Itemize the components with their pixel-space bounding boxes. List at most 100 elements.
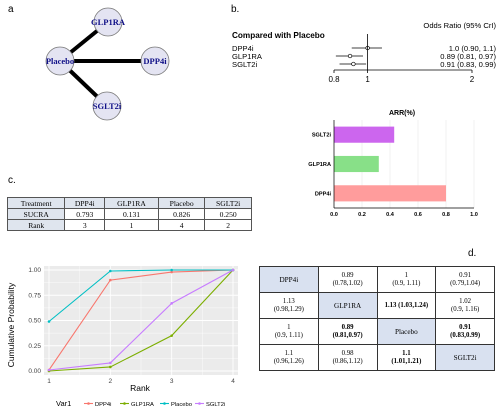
league-cell-estimate: DPP4i [279, 275, 299, 284]
league-cell-interval: (0.86,1.12) [332, 357, 363, 365]
sucra-cell: 0.250 [204, 208, 252, 220]
league-cell: 1 (0.9, 1.11) [376, 266, 437, 293]
sucra-header-cell: SGLT2i [204, 197, 252, 209]
league-cell-interval: (0.9, 1.11) [274, 331, 303, 339]
league-cell: 1.1 (1.01,1.21) [376, 344, 437, 371]
node-label-glp1ra: GLP1RA [91, 17, 126, 27]
league-row: 1.13 (0.98,1.29) GLP1RA 1.13 (1.03,1.24) 1.0… [259, 292, 495, 319]
arr-bar [334, 155, 379, 173]
league-cell-estimate: 1.13 [282, 297, 295, 305]
panel-label-a: a [8, 4, 14, 15]
league-cell-interval: (0.78,1.02) [332, 279, 363, 287]
sucra-cell: 0.131 [104, 208, 159, 220]
forest-header-right: Odds Ratio (95% CrI) [423, 21, 496, 30]
rank-cell: 3 [64, 219, 106, 231]
league-diagonal-cell: GLP1RA [317, 292, 378, 319]
forest-row-label: GLP1RA [232, 52, 263, 61]
league-cell-estimate: 1 [287, 323, 291, 331]
arr-bar [334, 185, 446, 202]
sucra-row-label: SUCRA [6, 208, 66, 220]
forest-tick-label: 0.8 [328, 75, 340, 84]
league-cell-interval: (1.01,1.21) [391, 357, 422, 365]
forest-tick-label: 1 [365, 75, 370, 84]
sucra-header-row: Treatment DPP4i GLP1RA Placebo SGLT2i [6, 197, 252, 209]
rank-xtick-label: 1 [47, 378, 51, 385]
rank-point [109, 278, 112, 282]
league-row: 1 (0.9, 1.11) 0.89 (0.81,0.97) Placebo 0.91 (0… [259, 318, 495, 345]
rank-xtick-label: 3 [170, 378, 174, 385]
arr-tick-label: 0.6 [414, 212, 422, 218]
league-cell-interval: (0.96,1.26) [273, 357, 304, 365]
forest-point [347, 53, 353, 59]
league-cell-estimate: 1.1 [402, 349, 411, 357]
rank-series-line [48, 269, 234, 371]
league-cell: 1.02 (0.9, 1.16) [435, 292, 495, 319]
arr-category-label: SGLT2i [312, 133, 332, 139]
rank-ytick-label: 0.50 [28, 318, 41, 325]
arr-bar [334, 126, 395, 143]
rank-point [47, 368, 51, 372]
forest-tick-label: 2 [470, 75, 475, 84]
rank-cell: 4 [157, 219, 206, 231]
node-dpp4i: DPP4i [140, 46, 170, 76]
panel-label-b: b. [231, 4, 240, 15]
rank-legend-label: GLP1RA [131, 402, 154, 408]
arr-tick-label: 0.0 [330, 212, 338, 218]
rank-cell: 2 [204, 219, 252, 231]
rank-legend: Var1 DPP4i GLP1RA Placebo SGLT2i [56, 399, 225, 408]
league-cell-estimate: GLP1RA [334, 301, 362, 310]
network-diagram: GLP1RA Placebo DPP4i SGLT2i [45, 7, 170, 121]
league-table: DPP4i 0.89 (0.78,1.02) 1 (0.9, 1.11) 0.91 (0.7… [259, 266, 495, 371]
league-cell-estimate: 0.91 [459, 271, 472, 279]
rank-row-label: Rank [6, 219, 66, 231]
node-glp1ra: GLP1RA [91, 7, 126, 37]
league-cell: 1.13 (1.03,1.24) [376, 292, 437, 319]
league-cell: 1 (0.9, 1.11) [259, 318, 319, 345]
forest-header-left: Compared with Placebo [232, 31, 325, 40]
arr-tick-label: 0.8 [442, 212, 450, 218]
sucra-header-cell: Treatment [6, 197, 66, 209]
node-sglt2i: SGLT2i [92, 91, 122, 121]
forest-row-label: SGLT2i [232, 60, 257, 69]
sucra-row: Rank 3 1 4 2 [6, 219, 252, 231]
league-cell: 0.91 (0.83,0.99) [435, 318, 495, 345]
league-cell-interval: (0.98,1.29) [273, 305, 304, 313]
node-label-sglt2i: SGLT2i [93, 101, 122, 111]
league-cell-estimate: 0.91 [459, 323, 472, 331]
sucra-row: SUCRA 0.793 0.131 0.826 0.250 [6, 208, 252, 220]
rank-xtick-label: 4 [231, 378, 235, 385]
rank-point [47, 320, 51, 323]
rank-legend-label: SGLT2i [206, 402, 225, 408]
league-diagonal-cell: Placebo [376, 318, 437, 345]
forest-plot: Compared with Placebo Odds Ratio (95% Cr… [232, 21, 496, 84]
rank-point [231, 268, 235, 272]
rank-point [170, 270, 173, 274]
league-cell-estimate: 1.13 (1.03,1.24) [384, 301, 429, 309]
forest-row-value: 0.89 (0.81, 0.97) [440, 52, 496, 61]
league-cell-interval: (0.9, 1.11) [392, 279, 421, 287]
arr-category-label: DPP4i [315, 191, 332, 197]
league-cell-estimate: 0.89 [341, 271, 354, 279]
rank-point [109, 361, 112, 365]
arr-category-label: GLP1RA [308, 162, 331, 168]
league-cell: 0.89 (0.81,0.97) [317, 318, 378, 345]
league-cell: 0.98 (0.86,1.12) [317, 344, 378, 371]
rank-ytick-label: 0.00 [28, 368, 41, 375]
league-cell-estimate: SGLT2i [453, 353, 477, 362]
league-cell-interval: (0.83,0.99) [450, 331, 481, 339]
forest-point [351, 61, 356, 67]
league-cell-estimate: 1 [404, 271, 409, 279]
league-row: DPP4i 0.89 (0.78,1.02) 1 (0.9, 1.11) 0.91 (0.7… [259, 266, 495, 293]
rank-ylabel: Cumulative Probability [6, 282, 16, 367]
league-cell-interval: (0.9, 1.16) [450, 305, 480, 313]
league-cell: 1.1 (0.96,1.26) [259, 344, 319, 371]
rank-point [170, 334, 173, 337]
rank-series-line [48, 269, 234, 371]
rank-ytick-label: 0.25 [28, 343, 41, 350]
arr-tick-label: 1.0 [470, 212, 478, 218]
rank-cell: 1 [104, 219, 159, 231]
sucra-header-cell: GLP1RA [104, 197, 159, 209]
rank-point [170, 268, 173, 272]
rank-legend-label: Placebo [171, 402, 192, 408]
sucra-cell: 0.826 [157, 208, 206, 220]
